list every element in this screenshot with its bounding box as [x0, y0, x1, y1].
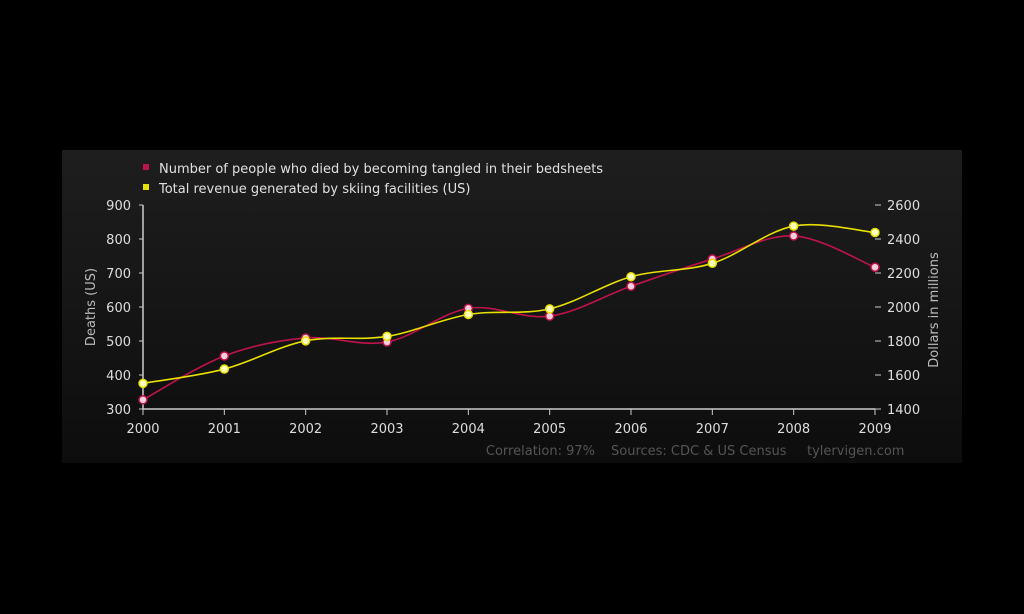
- legend: Number of people who died by becoming ta…: [143, 162, 603, 197]
- data-point-1: [626, 271, 636, 282]
- data-point-0: [626, 281, 636, 292]
- y-tick-label: 400: [106, 369, 131, 384]
- data-point-1: [788, 221, 799, 231]
- data-point-0: [870, 262, 880, 272]
- y2-tick-label: 1400: [887, 403, 920, 418]
- data-point-1: [300, 336, 311, 346]
- y2-tick-label: 1600: [887, 369, 920, 384]
- y-tick-label: 500: [106, 335, 131, 350]
- y2-tick-label: 2600: [887, 199, 920, 214]
- legend-label-revenue: Total revenue generated by skiing facili…: [158, 182, 470, 197]
- chart-panel: Number of people who died by becoming ta…: [62, 150, 962, 463]
- y-axis-label: Deaths (US): [84, 268, 99, 346]
- series-line-0: [142, 235, 876, 401]
- site-link[interactable]: tylervigen.com: [807, 444, 904, 459]
- y-tick-label: 700: [106, 267, 131, 282]
- data-point-1: [219, 364, 230, 374]
- y-tick-label: 800: [106, 233, 131, 248]
- y2-axis-label: Dollars in millions: [927, 252, 942, 368]
- data-point-1: [138, 378, 148, 389]
- x-tick-label: 2002: [289, 422, 322, 437]
- y2-tick-label: 2400: [887, 233, 920, 248]
- legend-marker-deaths: [143, 164, 149, 170]
- x-tick-label: 2004: [452, 422, 485, 437]
- x-tick-label: 2006: [614, 422, 647, 437]
- data-point-0: [788, 231, 799, 241]
- data-point-1: [544, 304, 555, 314]
- x-tick-label: 2000: [126, 422, 159, 437]
- data-point-1: [870, 227, 880, 238]
- x-tick-label: 2001: [208, 422, 241, 437]
- y2-tick-label: 2000: [887, 301, 920, 316]
- x-tick-label: 2009: [858, 422, 891, 437]
- x-tick-label: 2003: [370, 422, 403, 437]
- y-tick-label: 300: [106, 403, 131, 418]
- series-line-1: [142, 223, 876, 385]
- data-point-0: [219, 351, 230, 361]
- data-point-1: [463, 309, 474, 320]
- correlation-text: Correlation: 97%: [486, 444, 595, 459]
- legend-marker-revenue: [143, 184, 149, 190]
- data-point-1: [707, 258, 718, 269]
- x-tick-label: 2008: [777, 422, 810, 437]
- y2-tick-label: 2200: [887, 267, 920, 282]
- legend-label-deaths: Number of people who died by becoming ta…: [159, 162, 603, 177]
- y-tick-label: 900: [106, 199, 131, 214]
- data-point-0: [138, 395, 148, 405]
- sources-text: Sources: CDC & US Census: [611, 444, 787, 459]
- data-point-1: [382, 331, 392, 342]
- x-tick-label: 2007: [696, 422, 729, 437]
- y-tick-label: 600: [106, 301, 131, 316]
- x-tick-label: 2005: [533, 422, 566, 437]
- y2-tick-label: 1800: [887, 335, 920, 350]
